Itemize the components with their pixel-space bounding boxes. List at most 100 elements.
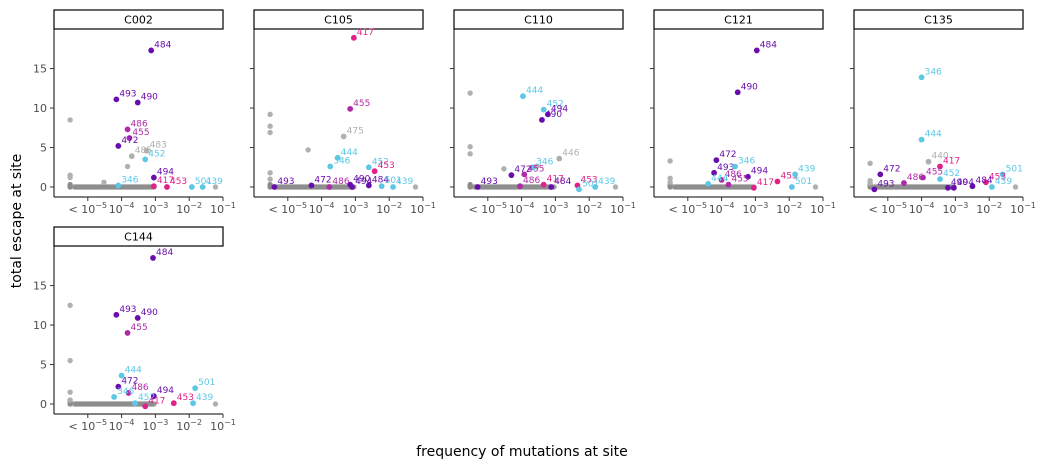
facet-title: C002 — [124, 14, 153, 27]
site-label-346: 346 — [121, 175, 138, 185]
site-point-484 — [148, 47, 155, 54]
site-label-446: 446 — [562, 149, 579, 159]
site-label-490: 490 — [741, 82, 758, 92]
site-point-490 — [539, 116, 545, 123]
site-label-493: 493 — [119, 305, 136, 315]
y-tick-label: 5 — [40, 142, 47, 155]
site-label-493: 493 — [481, 177, 498, 187]
site-point-439 — [390, 184, 396, 190]
site-point-486 — [326, 184, 333, 190]
data-point — [612, 184, 619, 190]
site-point-486 — [718, 176, 725, 183]
site-label-453: 453 — [378, 161, 395, 171]
site-point-417 — [540, 181, 547, 188]
site-label-444: 444 — [711, 174, 728, 184]
data-point — [812, 184, 819, 190]
site-point-484 — [548, 184, 555, 190]
x-tick-label: 10−3 — [343, 201, 369, 216]
data-point — [1012, 184, 1019, 190]
site-label-472: 472 — [121, 136, 138, 146]
site-point-455 — [521, 171, 528, 178]
site-label-346: 346 — [536, 157, 553, 167]
site-point-501 — [576, 186, 582, 193]
site-point-494 — [349, 184, 356, 190]
site-label-417: 417 — [757, 178, 774, 188]
site-point-455 — [725, 181, 732, 188]
site-label-484: 484 — [760, 40, 777, 50]
site-point-417 — [937, 163, 943, 170]
site-label-417: 417 — [547, 175, 564, 185]
site-point-346 — [918, 74, 925, 81]
site-point-475 — [340, 133, 347, 140]
background-point — [467, 181, 473, 188]
site-label-472: 472 — [121, 377, 138, 387]
site-point-494 — [745, 173, 751, 180]
x-tick-label: 10−1 — [610, 201, 636, 216]
x-tick-label: 10−4 — [909, 201, 935, 216]
data-point — [667, 158, 673, 164]
facet-strip — [653, 9, 824, 30]
data-point — [867, 180, 873, 186]
site-label-490: 490 — [545, 110, 562, 120]
data-point — [101, 179, 107, 185]
site-label-494: 494 — [551, 104, 568, 114]
site-point-484 — [365, 182, 372, 189]
x-tick-label: 10−1 — [210, 201, 236, 216]
site-label-486: 486 — [523, 176, 540, 186]
x-tick-label: 10−4 — [709, 201, 735, 216]
site-point-501 — [378, 183, 385, 190]
data-point — [67, 357, 73, 364]
site-point-486 — [124, 126, 131, 133]
x-tick-label: < 10−5 — [669, 201, 708, 216]
site-label-493: 493 — [277, 177, 294, 187]
site-label-440: 440 — [931, 152, 948, 162]
x-axis-title: frequency of mutations at site — [416, 444, 628, 460]
site-point-486 — [125, 390, 132, 396]
site-label-493: 493 — [717, 163, 734, 173]
site-point-493 — [474, 184, 481, 190]
site-label-439: 439 — [206, 177, 223, 187]
site-point-439 — [792, 171, 799, 178]
site-point-453 — [774, 178, 781, 185]
x-tick-label: 10−3 — [743, 201, 769, 216]
site-label-490: 490 — [141, 93, 158, 103]
site-label-417: 417 — [943, 156, 960, 166]
site-point-453 — [983, 179, 989, 186]
site-label-485: 485 — [135, 146, 152, 156]
site-point-455 — [124, 330, 131, 336]
data-point — [867, 160, 873, 167]
site-point-486 — [901, 180, 907, 186]
site-label-455: 455 — [132, 128, 149, 138]
x-tick-label: 10−2 — [976, 201, 1002, 216]
site-label-455: 455 — [527, 164, 544, 174]
site-point-484 — [150, 255, 156, 261]
site-label-494: 494 — [157, 168, 174, 178]
data-point — [67, 174, 73, 181]
site-point-493 — [711, 169, 718, 176]
site-label-452: 452 — [372, 157, 389, 167]
site-label-444: 444 — [125, 366, 142, 376]
data-point — [67, 302, 73, 309]
facet-title: C105 — [324, 14, 353, 27]
site-point-453 — [170, 400, 177, 407]
site-point-485 — [128, 153, 135, 160]
site-label-453: 453 — [780, 171, 797, 181]
facet-strip — [453, 9, 624, 30]
site-point-439 — [988, 184, 995, 190]
data-point — [67, 397, 73, 403]
site-label-346: 346 — [333, 156, 350, 166]
site-label-486: 486 — [725, 170, 742, 180]
site-label-439: 439 — [798, 164, 815, 174]
data-point — [67, 117, 73, 123]
facet-strip — [853, 9, 1024, 30]
site-label-490: 490 — [141, 308, 158, 318]
x-tick-label: 10−2 — [376, 201, 402, 216]
site-point-494 — [950, 184, 957, 191]
data-point — [212, 401, 219, 407]
site-point-446 — [556, 155, 563, 162]
site-point-452 — [142, 156, 149, 163]
x-tick-label: 10−4 — [109, 201, 135, 216]
site-label-501: 501 — [582, 179, 599, 189]
site-point-501 — [788, 184, 795, 190]
site-point-346 — [115, 182, 122, 189]
